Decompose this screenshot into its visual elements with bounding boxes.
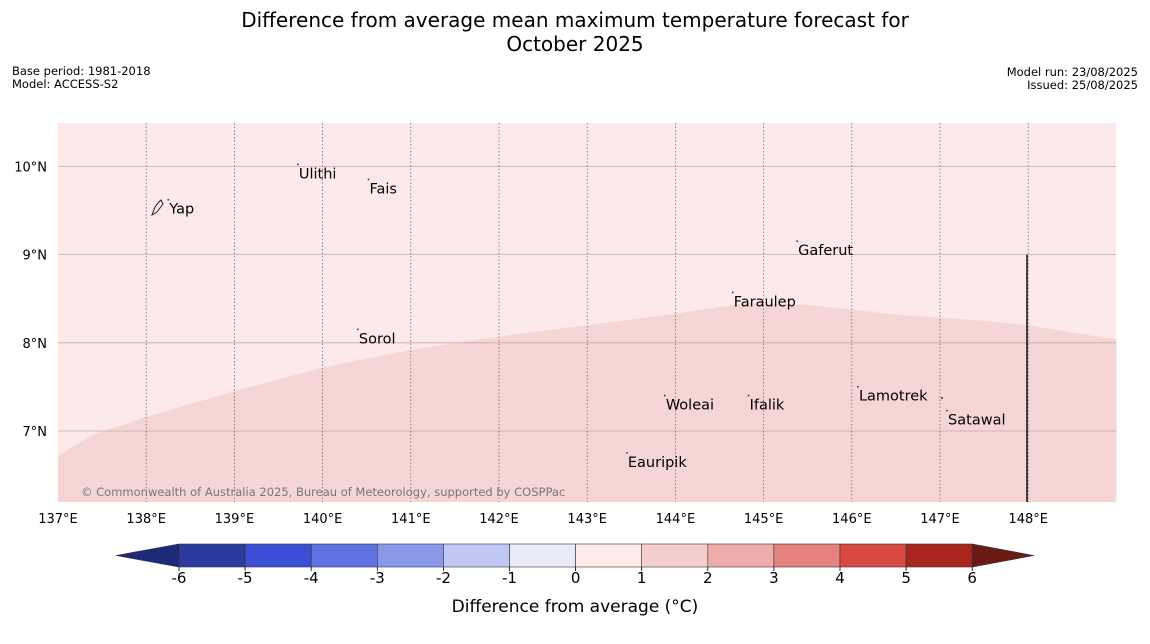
title-line-1: Difference from average mean maximum tem…	[241, 8, 909, 32]
colorbar-tick-label: 0	[571, 569, 581, 587]
place-label: Satawal	[948, 413, 1005, 429]
place-label: Woleai	[666, 398, 714, 414]
island-marker	[167, 198, 170, 201]
copyright-text: © Commonwealth of Australia 2025, Bureau…	[81, 485, 565, 499]
lon-tick-label: 141°E	[391, 512, 431, 527]
map-layer: 7°N 8°N 9°N 10°N 137°E 138°E 139°E 140°E 141°E 14…	[14, 123, 1117, 527]
lon-tick-label: 142°E	[479, 512, 519, 527]
yap-island-shape	[151, 199, 164, 217]
island-marker	[731, 291, 734, 294]
colorbar-tick-label: 1	[637, 569, 647, 587]
colorbar-tick-label: -4	[304, 569, 319, 587]
colorbar-segment	[707, 543, 775, 568]
island-marker	[946, 409, 948, 412]
lon-tick-label: 139°E	[215, 512, 255, 527]
colorbar-tick-label: -6	[172, 569, 187, 587]
colorbar-segment	[905, 543, 973, 568]
lat-tick-label: 9°N	[23, 249, 48, 264]
colorbar-tick-label: 6	[967, 569, 977, 587]
place-label: Gaferut	[798, 243, 853, 259]
place-label: Faraulep	[734, 294, 796, 310]
model-name: Model: ACCESS-S2	[12, 77, 119, 91]
lat-tick-label: 8°N	[23, 337, 48, 352]
lon-tick-label: 148°E	[1008, 512, 1048, 527]
lon-tick-label: 140°E	[303, 512, 343, 527]
colorbar-tick-label: -3	[370, 569, 385, 587]
colorbar-segment	[310, 543, 378, 568]
model-run: Model run: 23/08/2025	[1006, 65, 1138, 79]
island-marker	[796, 240, 799, 243]
colorbar-segment	[575, 543, 642, 568]
lon-tick-label: 145°E	[744, 512, 784, 527]
colorbar-under-arrow	[115, 543, 180, 568]
colorbar: -6 -5 -4 -3 -2 -1 0 1 2 3 4 5 6	[115, 543, 1035, 587]
colorbar-label: Difference from average (°C)	[452, 597, 699, 617]
lat-tick-label: 10°N	[14, 160, 47, 175]
island-marker	[367, 178, 370, 181]
island-marker	[625, 451, 628, 454]
island-marker	[747, 394, 750, 397]
island-marker	[857, 385, 859, 388]
lon-tick-label: 137°E	[38, 512, 78, 527]
place-label: Ifalik	[750, 398, 785, 414]
colorbar-over-arrow	[971, 543, 1035, 568]
colorbar-segment	[773, 543, 841, 568]
lon-tick-label: 146°E	[832, 512, 872, 527]
island-marker	[941, 397, 943, 399]
place-label: Ulithi	[299, 166, 337, 182]
place-label: Lamotrek	[859, 389, 928, 405]
place-label: Eauripik	[628, 455, 687, 471]
island-marker	[297, 163, 299, 166]
colorbar-tick-label: 5	[901, 569, 911, 587]
colorbar-segment	[839, 543, 907, 568]
place-label: Fais	[369, 181, 396, 197]
map-title: Difference from average mean maximum tem…	[0, 8, 1150, 56]
issued-date: Issued: 25/08/2025	[1027, 78, 1138, 92]
lon-tick-label: 143°E	[567, 512, 607, 527]
colorbar-tick-label: -1	[502, 569, 517, 587]
colorbar-tick-label: -2	[436, 569, 451, 587]
colorbar-segment	[443, 543, 510, 568]
colorbar-tick-label: 2	[703, 569, 713, 587]
lon-tick-label: 138°E	[126, 512, 166, 527]
meta-right: Model run: 23/08/2025 Issued: 25/08/2025	[1007, 66, 1138, 92]
lon-tick-label: 147°E	[920, 512, 960, 527]
place-label: Sorol	[359, 331, 396, 347]
colorbar-segment	[641, 543, 709, 568]
island-marker	[356, 328, 359, 331]
title-line-2: October 2025	[506, 32, 644, 56]
colorbar-segment	[376, 543, 444, 568]
meta-left: Base period: 1981-2018 Model: ACCESS-S2	[12, 65, 151, 91]
island-marker	[663, 394, 666, 397]
colorbar-tick-label: -5	[238, 569, 253, 587]
place-label: Yap	[168, 202, 194, 218]
colorbar-segment	[244, 543, 312, 568]
colorbar-segment	[509, 543, 576, 568]
colorbar-segment	[178, 543, 246, 568]
lat-tick-label: 7°N	[23, 425, 48, 440]
colorbar-tick-label: 4	[835, 569, 845, 587]
base-period: Base period: 1981-2018	[12, 64, 151, 78]
lon-tick-label: 144°E	[656, 512, 696, 527]
colorbar-tick-label: 3	[769, 569, 779, 587]
